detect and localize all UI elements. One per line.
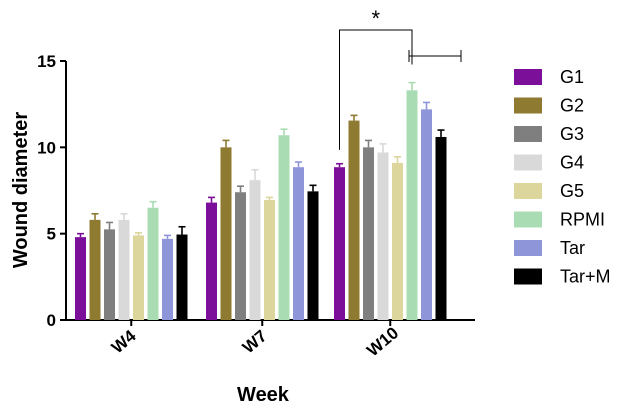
y-tick-label: 15	[37, 52, 56, 71]
bar	[147, 207, 159, 320]
significance-annotation: *	[339, 6, 462, 150]
y-tick-label: 5	[47, 225, 56, 244]
legend-label: Tar	[560, 238, 585, 258]
x-tick-label: W7	[239, 326, 271, 357]
x-tick-label: W10	[363, 323, 402, 360]
legend-swatch	[514, 268, 542, 285]
legend-swatch	[514, 69, 542, 85]
legend-swatch	[514, 154, 542, 171]
legend-swatch	[514, 126, 542, 142]
bar	[249, 180, 261, 320]
legend: G1 G2 G3 G4 G5 RPMI Tar Tar+M	[514, 67, 611, 287]
bar	[75, 237, 86, 320]
bar	[363, 147, 374, 320]
significance-bracket	[339, 29, 413, 150]
y-tick-label: 10	[37, 138, 56, 157]
bar	[278, 135, 290, 320]
bar	[176, 234, 188, 320]
bar	[435, 136, 447, 320]
x-axis: W4 W7 W10	[65, 319, 475, 360]
bar	[89, 219, 101, 320]
significance-star: *	[371, 6, 380, 31]
legend-label: G5	[560, 181, 584, 201]
legend-label: G4	[560, 153, 584, 173]
x-axis-title: Week	[237, 384, 290, 406]
legend-swatch	[514, 240, 542, 256]
bar	[421, 109, 432, 320]
bar	[392, 162, 403, 320]
bar	[162, 238, 173, 320]
y-axis-title: Wound diameter	[10, 112, 32, 269]
legend-label: RPMI	[560, 210, 605, 230]
legend-label: G1	[560, 67, 584, 87]
bar	[377, 152, 389, 320]
legend-swatch	[514, 97, 542, 114]
bar	[264, 199, 275, 320]
bar	[206, 202, 217, 320]
legend-label: Tar+M	[560, 267, 611, 287]
bar	[348, 120, 360, 320]
y-tick-label: 0	[47, 311, 56, 330]
bar	[293, 167, 304, 320]
bars	[75, 81, 447, 320]
bar	[220, 147, 232, 320]
bar	[235, 192, 246, 320]
bar	[406, 90, 418, 320]
legend-swatch	[514, 211, 542, 228]
legend-label: G2	[560, 96, 584, 116]
legend-swatch	[514, 183, 542, 199]
bar	[133, 235, 144, 320]
x-tick-label: W4	[108, 326, 140, 357]
bar	[334, 167, 345, 320]
legend-label: G3	[560, 124, 584, 144]
bar	[118, 219, 130, 320]
bar	[307, 191, 319, 320]
bar	[104, 229, 115, 320]
y-axis: 0 5 10 15	[37, 52, 67, 330]
